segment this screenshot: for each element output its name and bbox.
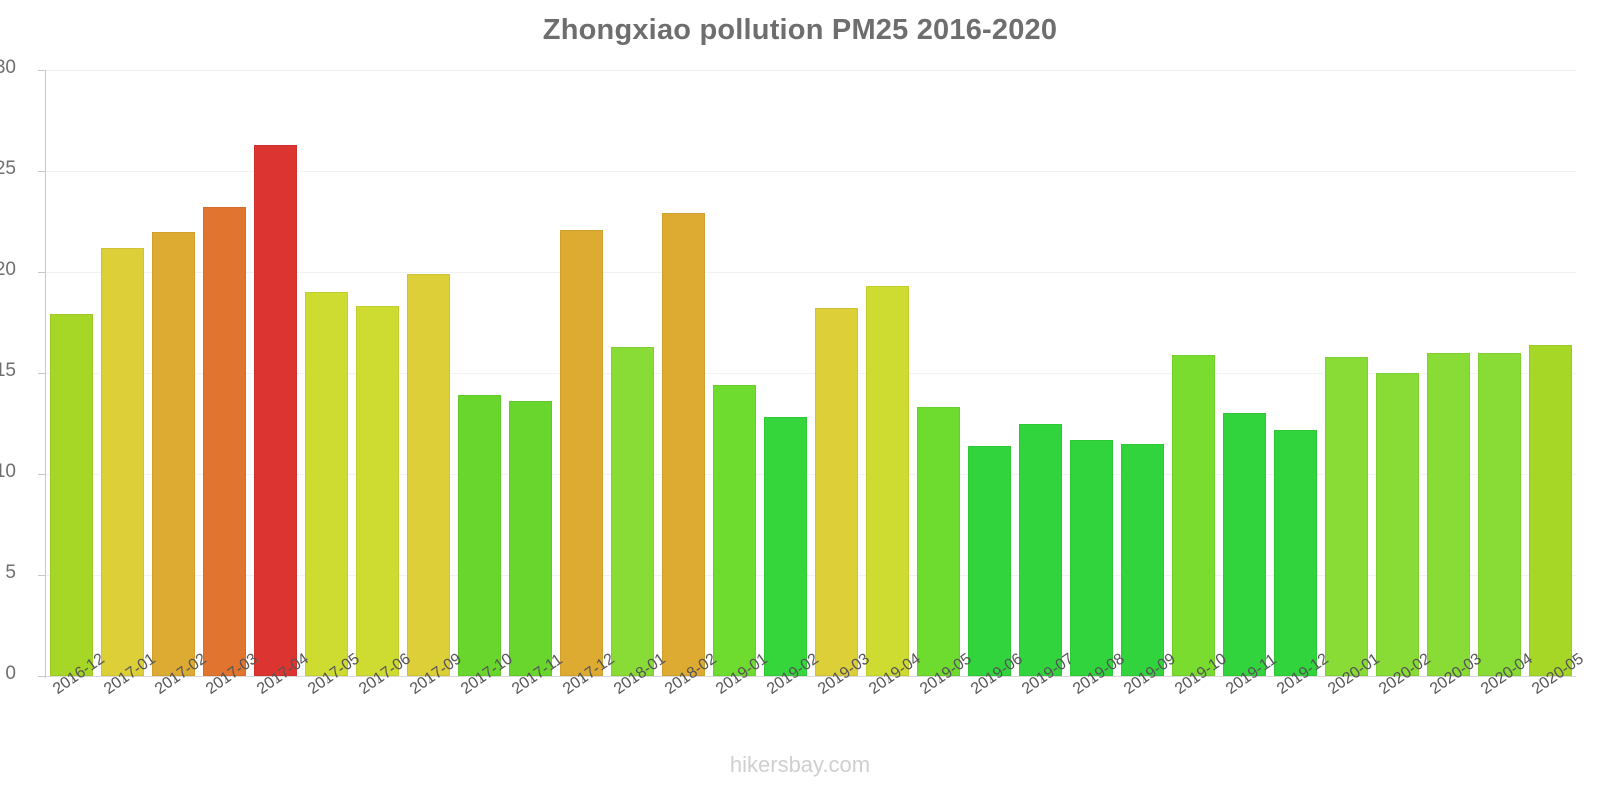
x-tick-mark — [173, 676, 175, 683]
x-tick-mark — [326, 676, 328, 683]
gridline — [46, 575, 1576, 576]
bar[interactable] — [916, 407, 961, 676]
bar[interactable] — [1375, 373, 1420, 676]
bar[interactable] — [508, 401, 553, 676]
y-tick-mark — [38, 373, 46, 374]
bar[interactable] — [712, 385, 757, 676]
bar[interactable] — [814, 308, 859, 676]
y-tick-label: 25 — [0, 158, 16, 179]
y-tick-mark — [38, 171, 46, 172]
y-tick-label: 20 — [0, 259, 16, 280]
bar[interactable] — [1120, 443, 1165, 676]
gridline — [46, 171, 1576, 172]
x-tick-mark — [1091, 676, 1093, 683]
bar[interactable] — [865, 286, 910, 676]
bar[interactable] — [253, 144, 298, 676]
x-tick-mark — [1346, 676, 1348, 683]
y-tick-label: 0 — [5, 663, 16, 684]
x-tick-mark — [1499, 676, 1501, 683]
y-axis-line — [45, 70, 46, 678]
bar[interactable] — [661, 213, 706, 676]
bar[interactable] — [49, 314, 94, 676]
x-tick-mark — [632, 676, 634, 683]
x-tick-mark — [938, 676, 940, 683]
x-tick-mark — [989, 676, 991, 683]
bar[interactable] — [1477, 352, 1522, 676]
bar[interactable] — [151, 231, 196, 676]
chart-title: Zhongxiao pollution PM25 2016-2020 — [542, 14, 1058, 46]
y-tick-mark — [38, 70, 46, 71]
bar[interactable] — [355, 306, 400, 676]
y-tick-label: 15 — [0, 360, 16, 381]
bar[interactable] — [610, 346, 655, 676]
x-tick-mark — [1448, 676, 1450, 683]
x-tick-mark — [1550, 676, 1552, 683]
bar[interactable] — [202, 207, 247, 676]
y-tick-mark — [38, 676, 46, 677]
y-tick-label: 5 — [5, 562, 16, 583]
x-tick-mark — [479, 676, 481, 683]
x-tick-mark — [1142, 676, 1144, 683]
x-tick-mark — [683, 676, 685, 683]
bar[interactable] — [763, 417, 808, 676]
site-watermark: hikersbay.com — [729, 752, 871, 777]
bar[interactable] — [1528, 344, 1573, 676]
bar[interactable] — [967, 445, 1012, 676]
x-tick-mark — [1397, 676, 1399, 683]
y-tick-mark — [38, 474, 46, 475]
x-tick-mark — [122, 676, 124, 683]
x-tick-mark — [71, 676, 73, 683]
y-tick-mark — [38, 272, 46, 273]
x-tick-mark — [581, 676, 583, 683]
bar[interactable] — [1324, 356, 1369, 676]
x-tick-mark — [428, 676, 430, 683]
bar[interactable] — [1069, 439, 1114, 676]
bar[interactable] — [1273, 429, 1318, 676]
x-tick-mark — [530, 676, 532, 683]
x-tick-mark — [224, 676, 226, 683]
plot-area — [46, 70, 1576, 677]
bar[interactable] — [1171, 354, 1216, 676]
y-tick-mark — [38, 575, 46, 576]
bar[interactable] — [1426, 352, 1471, 676]
x-tick-mark — [1040, 676, 1042, 683]
x-tick-mark — [377, 676, 379, 683]
gridline — [46, 474, 1576, 475]
bar[interactable] — [304, 292, 349, 676]
x-tick-mark — [887, 676, 889, 683]
gridline — [46, 70, 1576, 71]
x-tick-mark — [275, 676, 277, 683]
y-tick-label: 10 — [0, 461, 16, 482]
y-tick-label: 30 — [0, 57, 16, 78]
x-tick-mark — [1244, 676, 1246, 683]
gridline — [46, 272, 1576, 273]
bar[interactable] — [406, 274, 451, 676]
x-tick-mark — [734, 676, 736, 683]
bar[interactable] — [100, 247, 145, 676]
x-tick-mark — [836, 676, 838, 683]
x-tick-mark — [1295, 676, 1297, 683]
x-tick-mark — [785, 676, 787, 683]
gridline — [46, 373, 1576, 374]
bar[interactable] — [559, 229, 604, 676]
bar[interactable] — [1222, 413, 1267, 676]
gridline — [46, 676, 1576, 677]
x-tick-mark — [1193, 676, 1195, 683]
bar[interactable] — [1018, 423, 1063, 676]
bar[interactable] — [457, 395, 502, 676]
